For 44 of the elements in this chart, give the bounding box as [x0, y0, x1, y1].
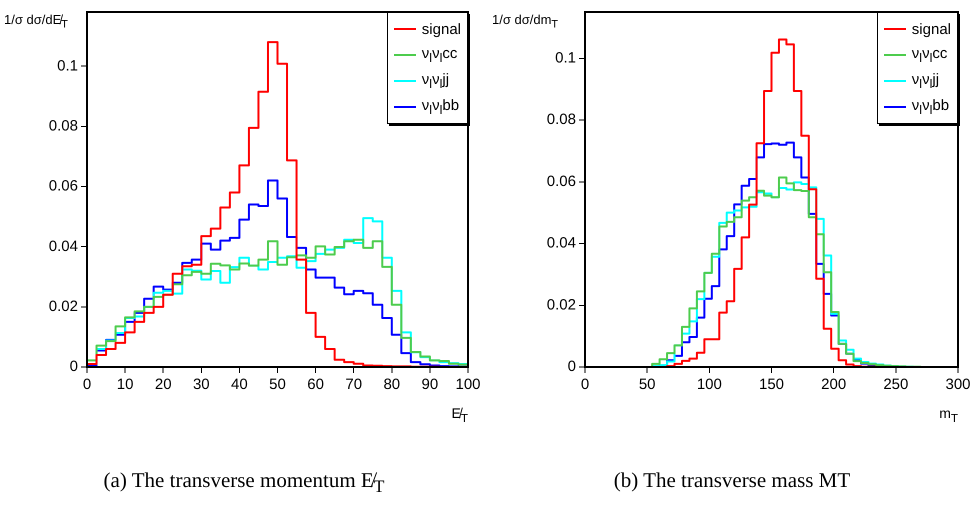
x-tick-label: 100 [455, 376, 481, 394]
x-tick-label: 150 [758, 376, 784, 394]
x-tick-label: 20 [154, 376, 172, 394]
x-tick-label: 30 [192, 376, 210, 394]
x-axis-title: m$_{T}$ [939, 405, 958, 425]
x-tick-label: 10 [116, 376, 134, 394]
legend-label: ν$_{l}$ν$_{l}$bb [912, 97, 950, 117]
y-tick-label: 0.04 [546, 234, 576, 252]
legend-label: signal [422, 20, 461, 38]
legend-label: ν$_{l}$ν$_{l}$cc [912, 45, 948, 65]
y-axis-title: 1/σ dσ/dm$_{T}$ [492, 12, 558, 31]
y-tick-label: 0.1 [555, 49, 576, 66]
x-tick-label: 0 [82, 376, 92, 394]
x-tick-label: 50 [638, 376, 656, 394]
x-tick-label: 70 [345, 376, 362, 394]
x-axis-title: E̸$_{T}$ [452, 405, 468, 425]
y-tick-label: 0.04 [48, 238, 78, 255]
x-tick-label: 250 [883, 376, 908, 394]
y-tick-label: 0 [568, 358, 576, 376]
x-tick-label: 200 [821, 376, 846, 394]
text: (a) The transverse momentum E̸$_{T}$ [102, 468, 386, 498]
legend-label: ν$_{l}$ν$_{l}$jj [422, 71, 450, 91]
legend-label: ν$_{l}$ν$_{l}$jj [912, 71, 940, 91]
y-tick-label: 0.06 [48, 178, 78, 195]
x-tick-label: 80 [383, 376, 400, 394]
x-tick-label: 300 [945, 376, 971, 394]
legend-label: ν$_{l}$ν$_{l}$cc [422, 45, 458, 65]
y-tick-label: 0.08 [546, 111, 576, 128]
x-tick-label: 0 [580, 376, 590, 394]
y-tick-label: 0.08 [48, 117, 78, 134]
y-tick-label: 0.1 [57, 57, 78, 74]
x-tick-label: 50 [269, 376, 286, 394]
legend-label: signal [912, 20, 951, 38]
x-tick-label: 100 [696, 376, 722, 394]
x-tick-label: 90 [422, 376, 438, 394]
x-tick-label: 60 [307, 376, 324, 394]
text: (b) The transverse mass MT [612, 468, 852, 493]
y-axis-title: 1/σ dσ/dE̸$_{T}$ [4, 12, 68, 31]
y-tick-label: 0.06 [546, 172, 576, 190]
x-tick-label: 40 [231, 376, 248, 394]
y-tick-label: 0 [70, 358, 78, 376]
y-tick-label: 0.02 [48, 298, 78, 315]
legend-label: ν$_{l}$ν$_{l}$bb [422, 97, 460, 117]
y-tick-label: 0.02 [546, 296, 576, 314]
